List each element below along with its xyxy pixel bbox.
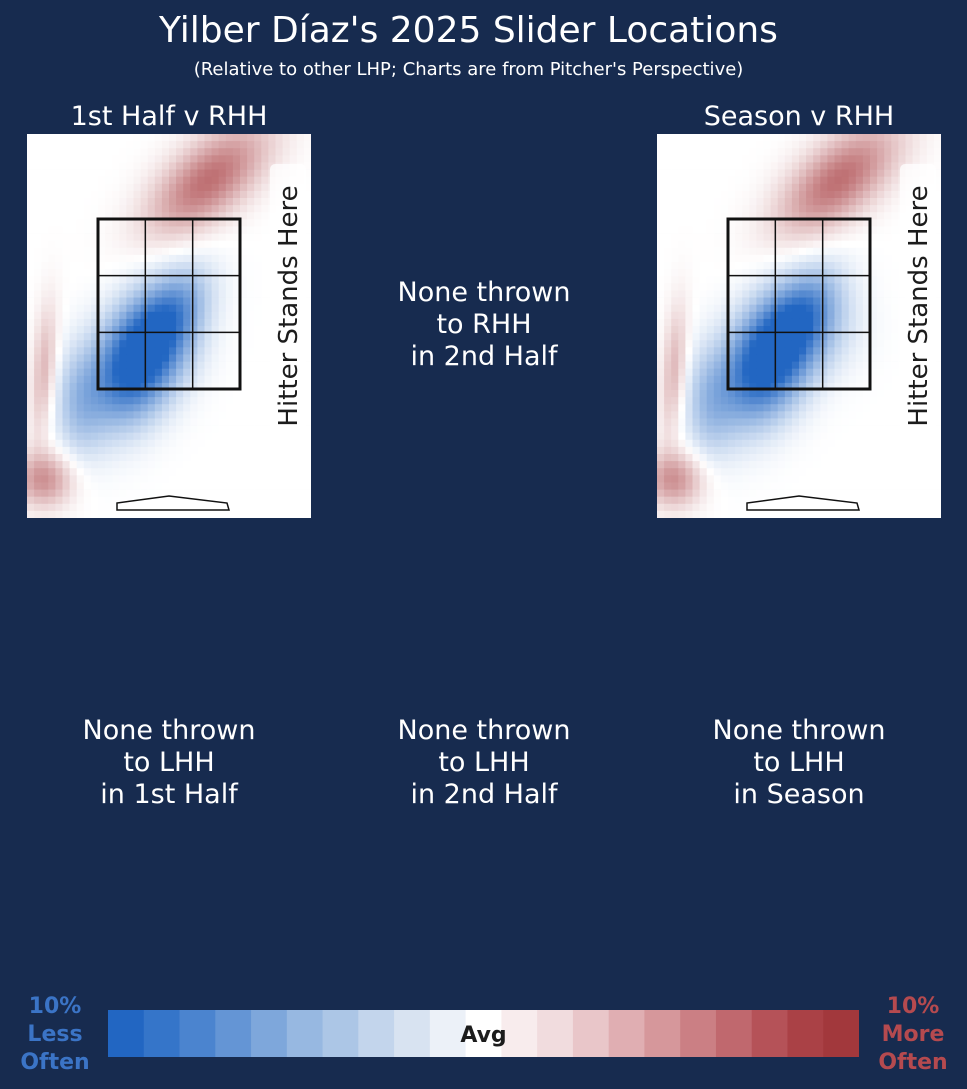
colorbar-swatch [429,1010,467,1057]
panel-title-first-half-rhh: 1st Half v RHH [70,101,268,132]
colorbar-swatch [179,1010,216,1057]
empty-message-first-half-lhh: None thrown to LHH in 1st Half [82,715,256,810]
colorbar-swatch [394,1010,431,1057]
colorbar-swatch [608,1010,646,1057]
colorbar-avg-label: Avg [460,1023,506,1048]
colorbar-swatch [751,1010,789,1057]
hitter-stands-here-label: Hitter Stands Here [274,185,304,426]
colorbar-swatch [465,1010,502,1057]
legend-more-often-label: 10% More Often [878,994,948,1075]
empty-message-second-half-lhh: None thrown to LHH in 2nd Half [397,715,571,810]
colorbar-swatch [358,1010,395,1057]
colorbar-swatch [251,1010,288,1057]
colorbar-swatch [322,1010,359,1057]
home-plate [746,495,860,511]
heatmap-season-rhh: Hitter Stands Here [657,134,941,518]
heatmap-first-half-rhh: Hitter Stands Here [27,134,311,518]
colorbar-swatch [215,1010,252,1057]
colorbar-swatch [823,1010,860,1057]
home-plate [116,495,230,511]
empty-message-second-half-rhh: None thrown to RHH in 2nd Half [397,277,571,372]
colorbar-swatch [644,1010,681,1057]
chart-subtitle: (Relative to other LHP; Charts are from … [193,59,744,80]
colorbar-swatch [715,1010,753,1057]
panel-title-season-rhh: Season v RHH [703,101,895,132]
colorbar-swatch [572,1010,610,1057]
colorbar-swatch [680,1010,717,1057]
legend-less-often-label: 10% Less Often [20,994,90,1075]
empty-message-season-lhh: None thrown to LHH in Season [712,715,886,810]
strike-zone [726,217,872,391]
colorbar-swatch [501,1010,538,1057]
colorbar-swatch [286,1010,324,1057]
colorbar-swatch [143,1010,181,1057]
strike-zone [96,217,242,391]
hitter-stands-here-label: Hitter Stands Here [904,185,934,426]
colorbar-swatch [108,1010,145,1057]
colorbar-swatch [787,1010,824,1057]
chart-title: Yilber Díaz's 2025 Slider Locations [159,10,778,51]
colorbar-legend: Avg [108,1010,860,1057]
colorbar-swatch [537,1010,574,1057]
